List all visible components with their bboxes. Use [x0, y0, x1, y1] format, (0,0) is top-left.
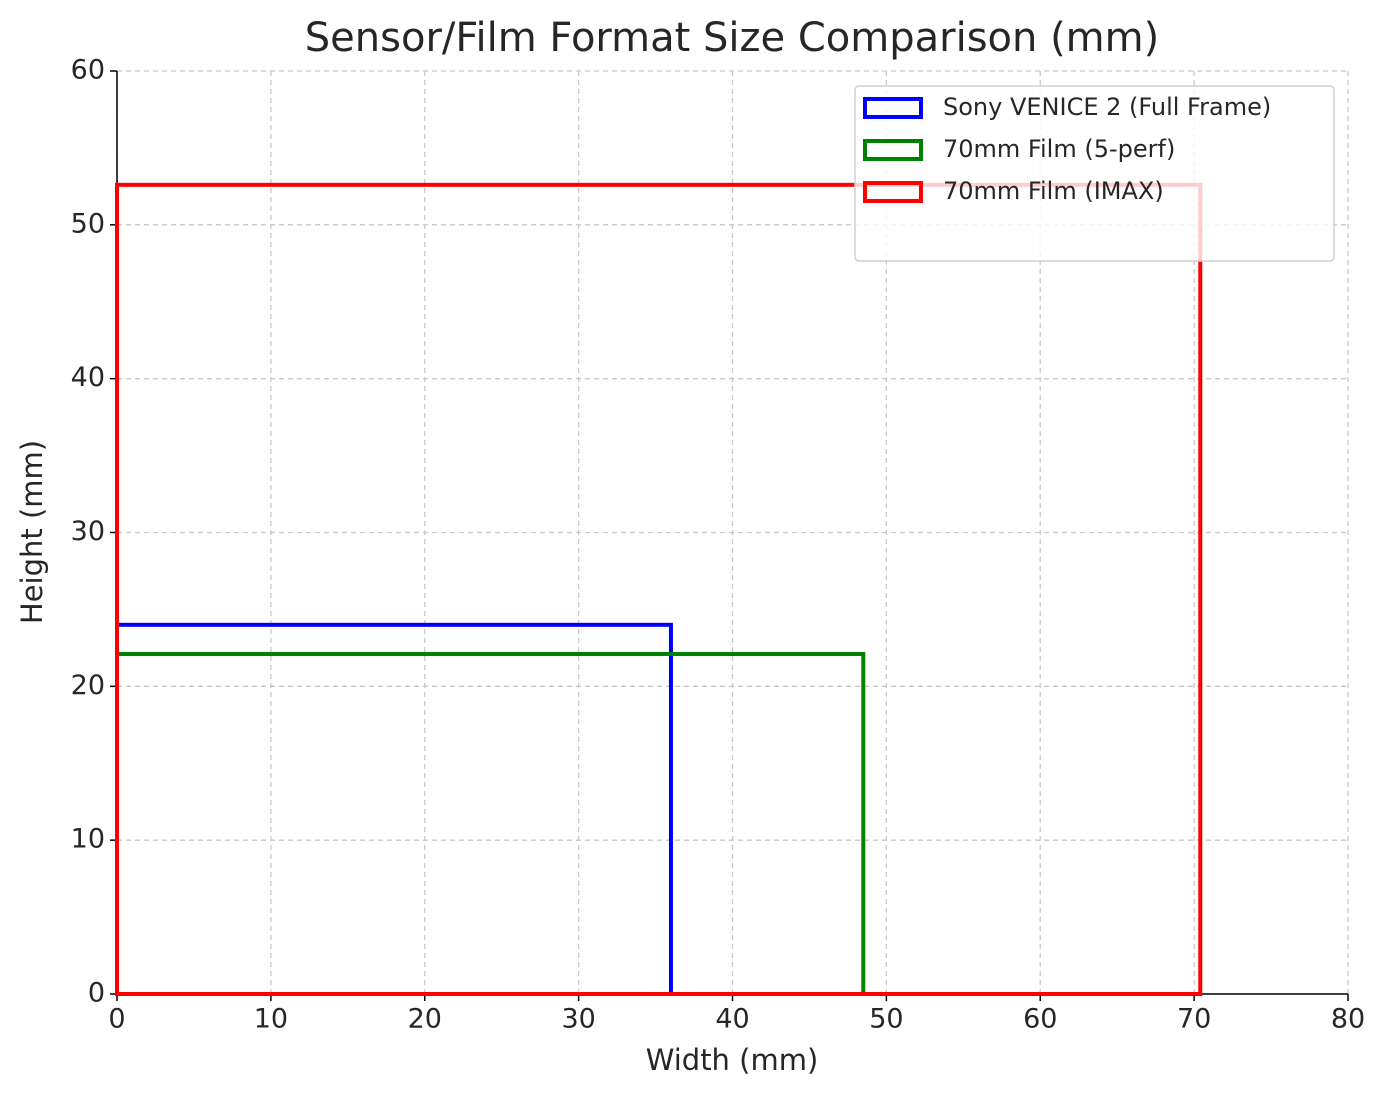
- legend-swatch: [863, 139, 923, 161]
- legend-label: 70mm Film (5-perf): [943, 135, 1175, 163]
- format-rectangle: [115, 182, 1203, 996]
- y-tick-label: 60: [71, 55, 105, 86]
- y-tick-label: 0: [88, 978, 105, 1009]
- x-tick-label: 80: [1331, 1004, 1365, 1035]
- format-rectangle: [115, 622, 673, 996]
- format-rectangle: [115, 652, 866, 996]
- x-tick-label: 0: [108, 1004, 125, 1035]
- x-tick-label: 40: [715, 1004, 749, 1035]
- legend-label: 70mm Film (IMAX): [943, 177, 1164, 205]
- x-tick-label: 20: [408, 1004, 442, 1035]
- x-tick-label: 10: [254, 1004, 288, 1035]
- legend-swatch: [863, 97, 923, 119]
- y-tick-label: 50: [71, 208, 105, 239]
- y-tick-label: 40: [71, 362, 105, 393]
- y-tick-label: 20: [71, 670, 105, 701]
- legend: Sony VENICE 2 (Full Frame) 70mm Film (5-p…: [854, 85, 1335, 262]
- y-tick-label: 30: [71, 516, 105, 547]
- x-tick-label: 30: [561, 1004, 595, 1035]
- y-axis-label: Height (mm): [15, 440, 49, 624]
- chart-title: Sensor/Film Format Size Comparison (mm): [305, 15, 1159, 61]
- x-tick-label: 70: [1177, 1004, 1211, 1035]
- x-axis-label: Width (mm): [646, 1043, 819, 1077]
- legend-swatch: [863, 181, 923, 203]
- x-tick-label: 50: [869, 1004, 903, 1035]
- legend-label: Sony VENICE 2 (Full Frame): [943, 93, 1271, 121]
- x-tick-label: 60: [1023, 1004, 1057, 1035]
- legend-box: [854, 85, 1335, 262]
- y-tick-label: 10: [71, 824, 105, 855]
